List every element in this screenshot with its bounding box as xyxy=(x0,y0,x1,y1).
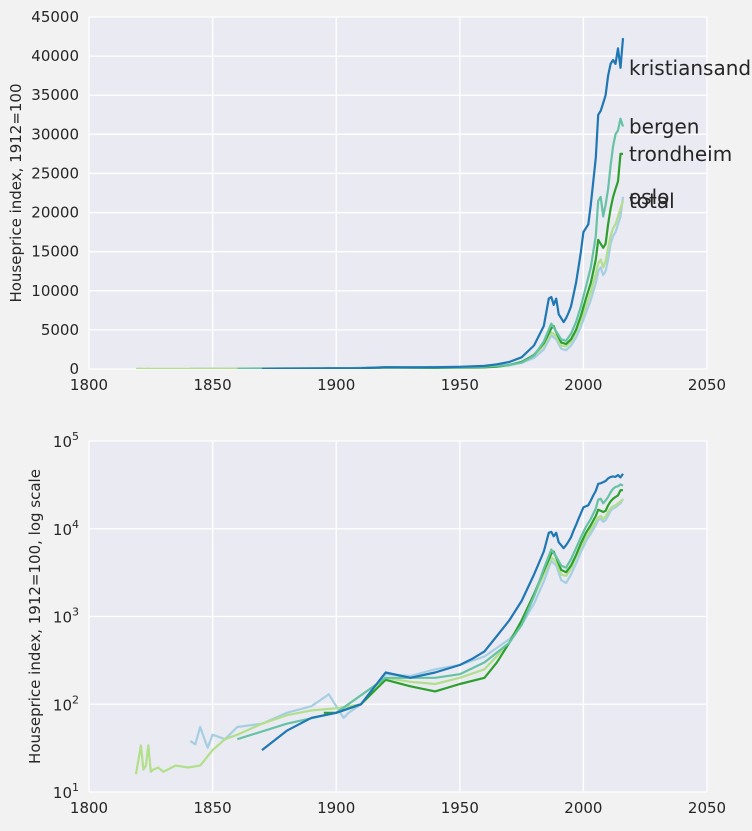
y-tick-label: 104 xyxy=(53,518,79,539)
series-end-label-total: total xyxy=(629,189,675,213)
y-tick-label: 102 xyxy=(53,693,79,714)
x-tick-label: 1850 xyxy=(194,799,232,817)
y-tick-label: 35000 xyxy=(31,86,79,104)
y-tick-label: 40000 xyxy=(31,47,79,65)
y-tick-label: 105 xyxy=(53,430,79,451)
y-tick-label: 30000 xyxy=(31,125,79,143)
series-line-total xyxy=(134,498,624,775)
series-line-kristiansand xyxy=(261,473,624,751)
x-tick-label: 1850 xyxy=(194,376,232,394)
x-tick-label: 1800 xyxy=(70,376,108,394)
x-tick-label: 2000 xyxy=(564,799,602,817)
series-line-oslo xyxy=(189,498,624,749)
x-tick-label: 2000 xyxy=(564,376,602,394)
y-tick-label: 45000 xyxy=(31,8,79,26)
series-end-label-bergen: bergen xyxy=(629,115,700,139)
series-line-kristiansand xyxy=(261,38,625,369)
y-tick-label: 103 xyxy=(53,606,79,627)
series-end-label-kristiansand: kristiansand xyxy=(629,56,751,80)
x-tick-label: 1800 xyxy=(70,799,108,817)
series-end-label-oslo: oslo xyxy=(629,185,669,209)
plot-area xyxy=(89,17,707,369)
y-tick-label: 15000 xyxy=(31,243,79,261)
y-tick-label: 25000 xyxy=(31,164,79,182)
x-tick-label: 1900 xyxy=(317,376,355,394)
series-lines xyxy=(135,38,625,369)
x-tick-label: 1950 xyxy=(441,799,479,817)
y-axis-label: Houseprice index, 1912=100 xyxy=(7,83,25,302)
y-tick-label: 101 xyxy=(53,781,79,802)
y-axis-label: Houseprice index, 1912=100, log scale xyxy=(26,469,44,764)
x-tick-label: 2050 xyxy=(688,799,726,817)
bottom-log-chart: 1800 1850 1900 1950 2000 2050 101 102 103 104 105 H… xyxy=(26,430,726,817)
y-tick-label: 0 xyxy=(69,360,79,378)
x-tick-label: 1900 xyxy=(317,799,355,817)
top-linear-chart: 1800 1850 1900 1950 2000 2050 0 5000 10000 15000 2… xyxy=(7,8,751,394)
y-tick-label: 5000 xyxy=(41,321,79,339)
y-tick-label: 20000 xyxy=(31,204,79,222)
series-lines xyxy=(134,473,624,775)
series-end-label-trondheim: trondheim xyxy=(629,142,732,166)
series-line-bergen xyxy=(236,483,624,741)
series-line-trondheim xyxy=(323,489,623,714)
x-tick-label: 1950 xyxy=(441,376,479,394)
y-tick-label: 10000 xyxy=(31,282,79,300)
x-tick-label: 2050 xyxy=(688,376,726,394)
